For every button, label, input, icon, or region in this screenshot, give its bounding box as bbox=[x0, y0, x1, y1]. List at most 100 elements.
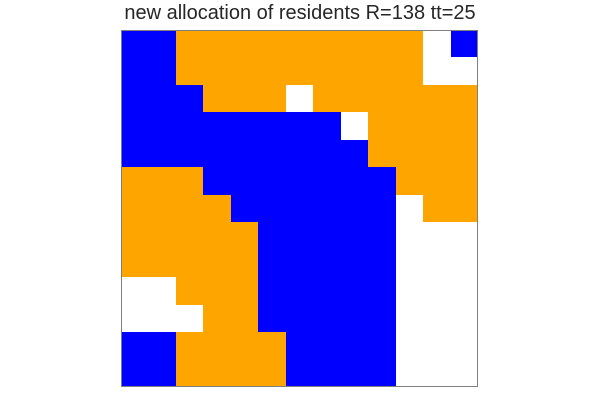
grid-cell-r9-c6 bbox=[286, 277, 313, 305]
grid-cell-r6-c3 bbox=[203, 195, 231, 222]
grid-cell-r7-c11 bbox=[423, 222, 451, 250]
grid-cell-r2-c4 bbox=[231, 85, 258, 112]
grid-cell-r10-c4 bbox=[231, 305, 258, 332]
grid-cell-r8-c10 bbox=[396, 250, 423, 277]
grid-cell-r7-c6 bbox=[286, 222, 313, 250]
grid-cell-r1-c4 bbox=[231, 57, 258, 85]
grid-cell-r10-c1 bbox=[148, 305, 176, 332]
grid-cell-r0-c2 bbox=[176, 30, 203, 57]
grid-cell-r5-c3 bbox=[203, 167, 231, 195]
grid-cell-r8-c1 bbox=[148, 250, 176, 277]
grid-cell-r3-c3 bbox=[203, 112, 231, 140]
grid-cell-r1-c12 bbox=[451, 57, 478, 85]
grid-cell-r1-c3 bbox=[203, 57, 231, 85]
grid-cell-r8-c9 bbox=[368, 250, 396, 277]
grid-cell-r9-c8 bbox=[341, 277, 368, 305]
grid-cell-r5-c8 bbox=[341, 167, 368, 195]
grid-cell-r8-c12 bbox=[451, 250, 478, 277]
grid-cell-r0-c8 bbox=[341, 30, 368, 57]
grid-cell-r11-c1 bbox=[148, 332, 176, 360]
grid-cell-r12-c11 bbox=[423, 360, 451, 387]
grid-cell-r12-c1 bbox=[148, 360, 176, 387]
grid-cell-r4-c11 bbox=[423, 140, 451, 167]
grid-cell-r11-c6 bbox=[286, 332, 313, 360]
grid-cell-r12-c9 bbox=[368, 360, 396, 387]
grid-cell-r4-c0 bbox=[121, 140, 148, 167]
grid-cell-r8-c2 bbox=[176, 250, 203, 277]
grid-cell-r8-c6 bbox=[286, 250, 313, 277]
grid-cell-r11-c11 bbox=[423, 332, 451, 360]
grid-cell-r11-c3 bbox=[203, 332, 231, 360]
grid-cell-r9-c9 bbox=[368, 277, 396, 305]
grid-cell-r11-c9 bbox=[368, 332, 396, 360]
grid-cell-r2-c0 bbox=[121, 85, 148, 112]
grid-cell-r4-c5 bbox=[258, 140, 286, 167]
grid-cell-r9-c2 bbox=[176, 277, 203, 305]
grid-cell-r12-c4 bbox=[231, 360, 258, 387]
grid-cell-r8-c0 bbox=[121, 250, 148, 277]
grid-frame bbox=[121, 30, 478, 387]
grid-cell-r2-c3 bbox=[203, 85, 231, 112]
grid-cell-r0-c3 bbox=[203, 30, 231, 57]
grid-cell-r9-c12 bbox=[451, 277, 478, 305]
grid-cell-r12-c3 bbox=[203, 360, 231, 387]
grid-cell-r0-c1 bbox=[148, 30, 176, 57]
grid-cell-r5-c12 bbox=[451, 167, 478, 195]
grid-cell-r10-c7 bbox=[313, 305, 341, 332]
grid-cell-r1-c5 bbox=[258, 57, 286, 85]
grid-cell-r0-c7 bbox=[313, 30, 341, 57]
grid-cell-r7-c1 bbox=[148, 222, 176, 250]
grid-cell-r4-c6 bbox=[286, 140, 313, 167]
grid-cell-r10-c11 bbox=[423, 305, 451, 332]
grid-cell-r6-c9 bbox=[368, 195, 396, 222]
grid-cell-r9-c11 bbox=[423, 277, 451, 305]
grid-cell-r10-c2 bbox=[176, 305, 203, 332]
grid-cell-r4-c4 bbox=[231, 140, 258, 167]
grid-cell-r3-c0 bbox=[121, 112, 148, 140]
grid-cell-r1-c0 bbox=[121, 57, 148, 85]
grid-cell-r7-c5 bbox=[258, 222, 286, 250]
grid-cell-r5-c11 bbox=[423, 167, 451, 195]
grid-cell-r12-c6 bbox=[286, 360, 313, 387]
grid-cell-r12-c0 bbox=[121, 360, 148, 387]
grid-cell-r8-c11 bbox=[423, 250, 451, 277]
grid-cell-r0-c12 bbox=[451, 30, 478, 57]
grid-cell-r4-c9 bbox=[368, 140, 396, 167]
grid-cell-r1-c8 bbox=[341, 57, 368, 85]
grid-cell-r8-c7 bbox=[313, 250, 341, 277]
grid-cell-r5-c2 bbox=[176, 167, 203, 195]
grid-cell-r7-c0 bbox=[121, 222, 148, 250]
grid-cell-r2-c10 bbox=[396, 85, 423, 112]
grid-cell-r1-c1 bbox=[148, 57, 176, 85]
grid-cell-r4-c1 bbox=[148, 140, 176, 167]
chart-title: new allocation of residents R=138 tt=25 bbox=[124, 2, 476, 24]
grid-cell-r3-c12 bbox=[451, 112, 478, 140]
grid-cell-r1-c7 bbox=[313, 57, 341, 85]
grid-cell-r2-c5 bbox=[258, 85, 286, 112]
grid-cell-r9-c3 bbox=[203, 277, 231, 305]
grid-cell-r2-c8 bbox=[341, 85, 368, 112]
grid-cell-r11-c2 bbox=[176, 332, 203, 360]
grid-cell-r4-c7 bbox=[313, 140, 341, 167]
grid-cell-r11-c4 bbox=[231, 332, 258, 360]
grid-cell-r7-c12 bbox=[451, 222, 478, 250]
grid-cell-r7-c7 bbox=[313, 222, 341, 250]
grid-cell-r4-c8 bbox=[341, 140, 368, 167]
grid-cell-r11-c12 bbox=[451, 332, 478, 360]
grid-cell-r5-c1 bbox=[148, 167, 176, 195]
grid-cell-r5-c6 bbox=[286, 167, 313, 195]
grid-cell-r11-c8 bbox=[341, 332, 368, 360]
grid-cell-r11-c0 bbox=[121, 332, 148, 360]
grid-cell-r6-c1 bbox=[148, 195, 176, 222]
grid-cell-r7-c2 bbox=[176, 222, 203, 250]
grid-cell-r0-c6 bbox=[286, 30, 313, 57]
grid-cell-r3-c9 bbox=[368, 112, 396, 140]
grid-cell-r11-c7 bbox=[313, 332, 341, 360]
grid-cell-r2-c11 bbox=[423, 85, 451, 112]
grid-cell-r3-c2 bbox=[176, 112, 203, 140]
grid-cell-r0-c10 bbox=[396, 30, 423, 57]
grid-cell-r7-c3 bbox=[203, 222, 231, 250]
grid-cell-r9-c4 bbox=[231, 277, 258, 305]
grid-cell-r2-c9 bbox=[368, 85, 396, 112]
